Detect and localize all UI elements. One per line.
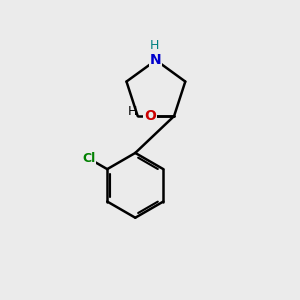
- Text: H: H: [150, 39, 159, 52]
- Text: N: N: [150, 53, 162, 67]
- Text: O: O: [144, 109, 156, 122]
- Text: H: H: [128, 105, 137, 118]
- Text: Cl: Cl: [82, 152, 96, 166]
